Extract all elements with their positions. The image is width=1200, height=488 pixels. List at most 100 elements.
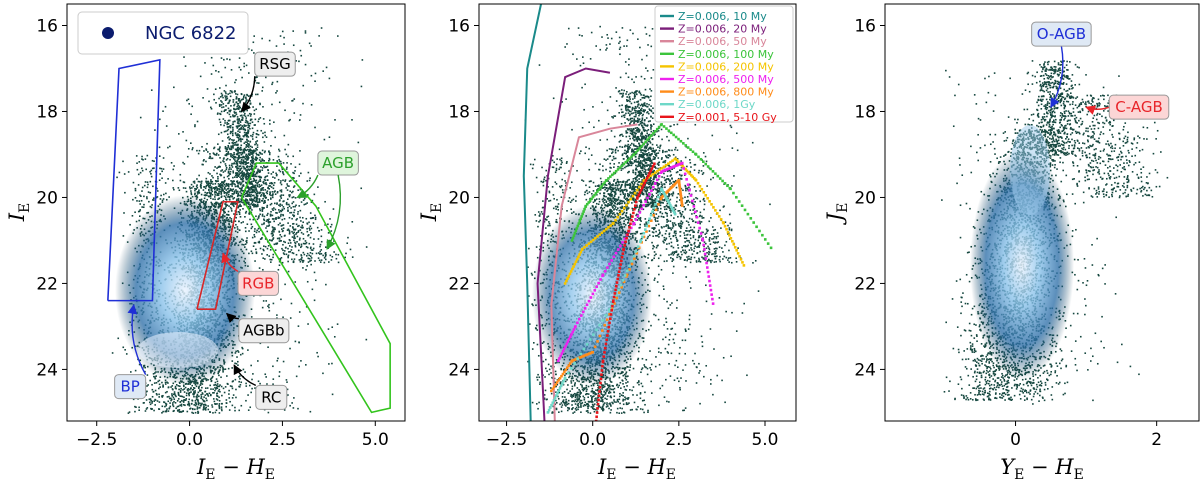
star-dot [235,191,238,193]
star-dot [288,185,290,187]
star-dot [223,207,225,210]
star-dot [275,242,277,245]
star-dot [245,124,247,127]
star-dot [235,202,238,205]
star-dot [279,182,282,184]
star-dot [244,158,247,160]
star-dot [335,257,338,260]
star-dot [234,185,237,188]
star-dot [245,131,248,134]
star-dot [256,218,259,221]
star-dot [278,231,281,233]
star-dot [218,185,221,188]
star-dot [272,159,275,161]
star-dot [285,187,287,189]
star-dot [212,198,214,200]
star-dot [297,210,299,213]
star-dot [311,217,314,219]
star-dot [247,349,249,351]
star-dot [232,98,235,101]
star-dot [291,196,294,199]
star-dot [239,353,242,356]
star-dot [247,95,250,97]
star-dot [196,193,199,195]
star-dot [265,183,268,186]
star-dot [257,168,259,171]
star-dot [244,216,246,218]
star-dot [229,195,232,197]
star-dot [165,410,168,413]
star-dot [308,42,311,45]
star-dot [277,357,279,360]
star-dot [194,125,196,128]
star-dot [171,393,173,395]
star-dot [173,165,175,167]
star-dot [290,207,292,209]
star-dot [237,104,239,107]
star-dot [263,192,265,195]
star-dot [311,199,314,202]
star-dot [248,169,251,171]
star-dot [241,178,244,180]
star-dot [250,195,252,198]
star-dot [312,222,315,224]
star-dot [286,162,288,164]
star-dot [271,191,274,193]
star-dot [257,133,260,136]
star-dot [239,106,242,109]
star-dot [238,154,240,157]
star-dot [251,186,253,188]
star-dot [280,225,283,227]
star-dot [245,159,248,161]
star-dot [237,183,239,185]
star-dot [237,156,239,159]
star-dot [237,170,240,173]
star-dot [276,359,279,362]
star-dot [197,402,200,405]
star-dot [269,213,272,216]
star-dot [208,191,211,193]
star-dot [239,138,242,140]
star-dot [153,167,155,169]
star-dot [310,201,313,204]
star-dot [248,112,251,115]
star-dot [226,147,228,149]
star-dot [234,409,236,412]
star-dot [320,240,323,243]
star-dot [252,151,255,154]
star-dot [255,136,258,139]
star-dot [250,193,252,196]
star-dot [192,185,195,188]
star-dot [268,309,271,312]
star-dot [224,147,227,150]
star-dot [236,146,239,149]
star-dot [242,177,245,180]
star-dot [249,182,252,184]
star-dot [299,216,301,219]
star-dot [162,193,165,196]
star-dot [258,159,261,161]
star-dot [282,206,285,208]
star-dot [268,159,270,162]
star-dot [224,368,227,371]
star-dot [208,189,210,191]
star-dot [174,387,177,389]
star-dot [231,166,234,168]
star-dot [226,129,229,132]
star-dot [307,261,310,263]
star-dot [276,80,279,83]
star-dot [269,258,272,261]
star-dot [154,404,156,406]
star-dot [247,131,249,133]
star-dot [244,125,246,127]
star-dot [248,213,251,215]
star-dot [146,374,149,376]
star-dot [249,183,251,185]
star-dot [333,335,336,338]
star-dot [209,155,212,158]
star-dot [272,234,274,236]
star-dot [306,227,308,230]
star-dot [239,176,241,179]
star-dot [216,152,218,155]
star-dot [239,200,242,203]
